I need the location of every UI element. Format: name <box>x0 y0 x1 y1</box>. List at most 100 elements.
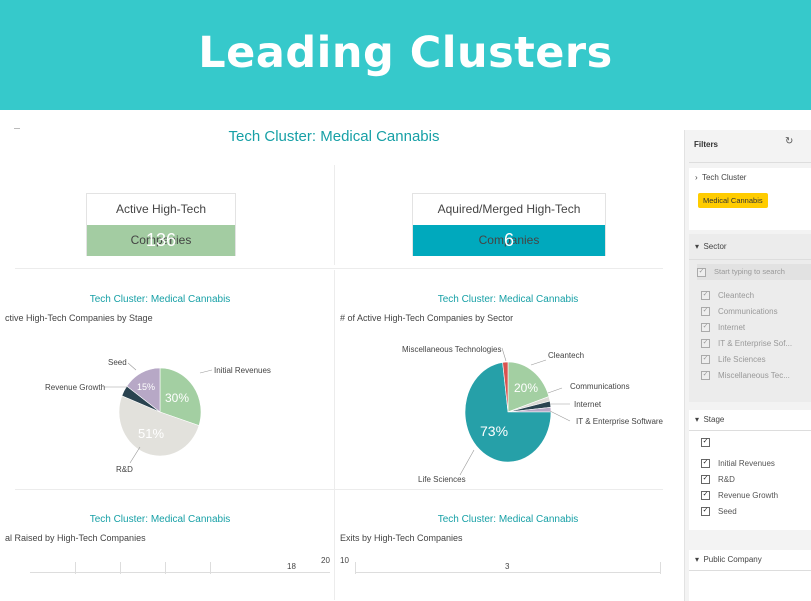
filters-panel: Filters ↻ › Tech Cluster Medical Cannabi… <box>684 130 811 601</box>
panel-cluster-title: Tech Cluster: Medical Cannabis <box>437 294 579 305</box>
checkbox-icon: ✓ <box>701 307 710 317</box>
selected-filter-badge[interactable]: Medical Cannabis <box>698 193 768 208</box>
divider <box>15 489 663 490</box>
pie-chart-stage: Initial Revenues R&D Revenue Growth Seed… <box>45 358 271 474</box>
kpi-value: 6 <box>413 225 605 256</box>
chevron-down-icon: ▾ <box>695 555 700 564</box>
checkbox-icon: ✓ <box>701 371 710 381</box>
sector-option[interactable]: ✓ IT & Enterprise Sof... <box>701 337 811 351</box>
axis-gridline <box>120 562 121 574</box>
sector-option[interactable]: ✓ Internet <box>701 321 811 335</box>
sector-header[interactable]: ▾ Sector <box>695 242 727 251</box>
option-label: Seed <box>718 507 737 516</box>
axis-tick-label: 10 <box>340 556 349 565</box>
sector-option[interactable]: ✓ Communications <box>701 305 811 319</box>
axis-gridline <box>75 562 76 574</box>
sector-option[interactable]: ✓ Life Sciences <box>701 353 811 367</box>
pie-label: Initial Revenues <box>214 366 271 375</box>
kpi-value: 136 <box>87 225 235 256</box>
chevron-down-icon: ▾ <box>695 242 700 251</box>
pie-slice[interactable] <box>507 361 550 413</box>
option-label: Cleantech <box>718 291 755 300</box>
stage-option-all[interactable]: ✓ <box>701 436 811 450</box>
banner-title: Leading Clusters <box>198 28 613 78</box>
checkbox-icon: ✓ <box>701 475 710 485</box>
checkbox-icon: ✓ <box>701 323 710 333</box>
axis-gridline <box>660 562 661 574</box>
divider <box>689 162 811 163</box>
checkbox-icon: ✓ <box>701 491 710 501</box>
panel-subtitle: # of Active High-Tech Companies by Secto… <box>340 313 514 323</box>
stage-option[interactable]: ✓ R&D <box>701 473 811 487</box>
option-label: Initial Revenues <box>718 459 775 468</box>
pie-slice[interactable] <box>502 361 509 413</box>
filter-header-label: Sector <box>703 242 727 251</box>
sector-search-input[interactable]: ✓ Start typing to search <box>697 264 811 280</box>
axis-tick-label: 18 <box>287 562 296 571</box>
tech-cluster-filter: › Tech Cluster Medical Cannabis <box>689 168 811 230</box>
pie-label: Communications <box>570 382 630 391</box>
option-label: Revenue Growth <box>718 491 779 500</box>
kpi-acquired-companies: Aquired/Merged High-Tech Companies 6 <box>412 193 606 256</box>
divider <box>334 270 335 600</box>
checkbox-icon: ✓ <box>701 355 710 365</box>
filter-header-label: Stage <box>703 415 725 424</box>
axis-gridline <box>355 562 356 574</box>
public-company-filter: ▾ Public Company <box>689 550 811 601</box>
divider <box>689 430 811 431</box>
pie-pct-label: 30% <box>165 391 189 405</box>
stage-option[interactable]: ✓ Seed <box>701 505 811 519</box>
reset-icon[interactable]: ↻ <box>785 136 794 147</box>
pie-slice[interactable] <box>118 395 200 457</box>
stage-option[interactable]: ✓ Initial Revenues <box>701 457 811 471</box>
panel-subtitle: ctive High-Tech Companies by Stage <box>5 313 153 323</box>
filter-header-label: Public Company <box>703 555 762 564</box>
axis-gridline <box>165 562 166 574</box>
option-label: Communications <box>718 307 778 316</box>
checkbox-icon: ✓ <box>701 507 710 517</box>
pie-slice[interactable] <box>126 367 161 413</box>
stage-option[interactable]: ✓ Revenue Growth <box>701 489 811 503</box>
pie-slice[interactable] <box>464 362 552 463</box>
tech-cluster-header[interactable]: › Tech Cluster <box>695 173 746 182</box>
checkbox-icon: ✓ <box>701 339 710 349</box>
axis-tick-label: 3 <box>505 562 510 571</box>
filters-title: Filters <box>694 140 719 149</box>
divider <box>689 570 811 571</box>
sector-option[interactable]: ✓ Miscellaneous Tec... <box>701 369 811 383</box>
chevron-down-icon: ▾ <box>695 415 700 424</box>
panel-subtitle: al Raised by High-Tech Companies <box>5 533 146 543</box>
axis-line <box>30 572 330 573</box>
option-label: IT & Enterprise Sof... <box>718 339 793 348</box>
pie-label: Miscellaneous Technologies <box>402 345 501 354</box>
axis-gridline <box>210 562 211 574</box>
stage-header[interactable]: ▾ Stage <box>695 415 724 424</box>
checkbox-icon: ✓ <box>701 291 710 301</box>
kpi-label: Active High-Tech Companies <box>115 202 207 247</box>
pie-pct-label: 51% <box>138 426 164 441</box>
chevron-right-icon: › <box>695 173 698 182</box>
option-label: R&D <box>718 475 735 484</box>
divider <box>15 268 663 269</box>
pie-pct-label: 15% <box>137 382 155 392</box>
option-label: Life Sciences <box>718 355 766 364</box>
option-label: Internet <box>718 323 746 332</box>
pie-label: Cleantech <box>548 351 584 360</box>
pie-pct-label: 20% <box>514 381 538 395</box>
page-title: Tech Cluster: Medical Cannabis <box>228 128 440 145</box>
pie-chart-sector: Cleantech Communications Internet IT & E… <box>402 345 664 484</box>
pie-slice[interactable] <box>159 367 202 426</box>
corner-mark <box>14 128 20 129</box>
panel-cluster-title: Tech Cluster: Medical Cannabis <box>89 294 231 305</box>
pie-label: R&D <box>116 465 133 474</box>
axis-line <box>355 572 660 573</box>
checkbox-icon: ✓ <box>701 438 710 448</box>
filter-header-label: Tech Cluster <box>701 173 747 182</box>
option-label: Miscellaneous Tec... <box>718 371 790 380</box>
banner: Leading Clusters <box>0 0 811 110</box>
public-company-header[interactable]: ▾ Public Company <box>695 555 762 564</box>
sector-option[interactable]: ✓ Cleantech <box>701 289 811 303</box>
pie-label: Seed <box>108 358 127 367</box>
panel-cluster-title: Tech Cluster: Medical Cannabis <box>89 514 231 525</box>
kpi-active-companies: Active High-Tech Companies 136 <box>86 193 236 256</box>
